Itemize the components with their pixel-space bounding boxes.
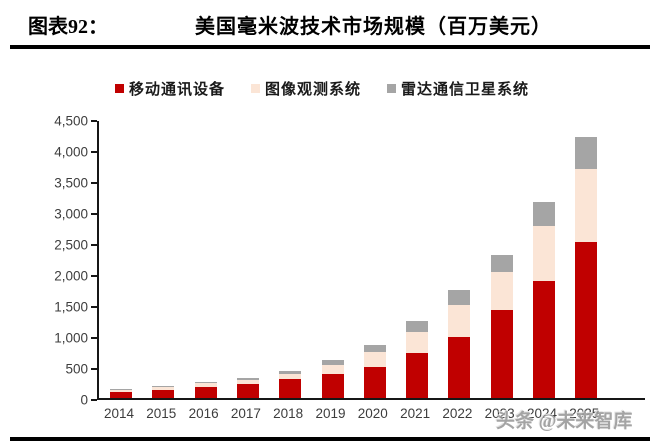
bar-segment-2018 bbox=[279, 379, 302, 398]
x-axis-tick-label: 2016 bbox=[188, 406, 219, 421]
y-axis-tick-label: 1,500 bbox=[54, 299, 88, 315]
chart-legend: 移动通讯设备 图像观测系统 雷达通信卫星系统 bbox=[115, 78, 529, 98]
legend-label: 移动通讯设备 bbox=[129, 81, 226, 98]
bar-segment-2019 bbox=[321, 360, 344, 365]
bar-segment-2015 bbox=[152, 386, 175, 388]
y-axis-tick bbox=[91, 182, 97, 184]
y-axis-tick bbox=[91, 151, 97, 153]
y-axis-tick bbox=[91, 120, 97, 122]
bar-segment-2023 bbox=[490, 271, 513, 310]
x-axis-tick-label: 2025 bbox=[569, 406, 600, 421]
y-axis-tick-label: 2,000 bbox=[54, 268, 88, 284]
bar-segment-2024 bbox=[533, 202, 555, 227]
bar-segment-2022 bbox=[448, 290, 471, 305]
y-axis-tick-label: 4,500 bbox=[54, 113, 88, 129]
bar-segment-2022 bbox=[448, 336, 471, 398]
legend-item: 雷达通信卫星系统 bbox=[387, 78, 529, 99]
bar-segment-2020 bbox=[363, 351, 386, 367]
bar-segment-2023 bbox=[490, 309, 513, 398]
bar-segment-2016 bbox=[194, 383, 217, 387]
legend-label: 图像观测系统 bbox=[265, 81, 362, 98]
y-axis-tick-label: 2,500 bbox=[54, 237, 88, 253]
figure-title: 美国毫米波技术市场规模（百万美元） bbox=[195, 16, 552, 38]
bar-segment-2018 bbox=[279, 373, 302, 380]
y-axis-tick bbox=[91, 399, 97, 401]
y-axis-tick bbox=[91, 244, 97, 246]
y-axis-tick-label: 0 bbox=[80, 392, 88, 408]
bar-segment-2020 bbox=[363, 367, 386, 398]
bar-segment-2017 bbox=[236, 377, 259, 381]
bar-segment-2025 bbox=[575, 168, 598, 243]
title-rule bbox=[10, 45, 650, 49]
y-axis-tick bbox=[91, 306, 97, 308]
bar-segment-2016 bbox=[194, 381, 217, 384]
y-axis-tick bbox=[91, 275, 97, 277]
bar-segment-2018 bbox=[279, 371, 302, 374]
x-axis-tick-label: 2017 bbox=[230, 406, 261, 421]
y-axis-tick-label: 1,000 bbox=[54, 330, 88, 346]
bar-segment-2021 bbox=[406, 331, 429, 353]
bar-segment-2020 bbox=[363, 344, 386, 352]
figure-label: 图表92： bbox=[28, 16, 108, 38]
legend-swatch-icon bbox=[251, 83, 261, 93]
bottom-rule bbox=[10, 437, 650, 441]
x-axis-tick-label: 2019 bbox=[315, 406, 346, 421]
y-axis-tick-label: 3,000 bbox=[54, 206, 88, 222]
bar-segment-2017 bbox=[236, 383, 259, 398]
legend-item: 图像观测系统 bbox=[251, 78, 361, 99]
x-axis-tick-label: 2015 bbox=[146, 406, 177, 421]
bar-segment-2022 bbox=[448, 305, 471, 337]
bar-segment-2016 bbox=[194, 386, 217, 398]
bar-segment-2019 bbox=[321, 373, 344, 398]
bar-segment-2014 bbox=[110, 389, 132, 391]
bar-segment-2024 bbox=[533, 226, 555, 281]
plot-area bbox=[91, 120, 645, 401]
bar-segment-2023 bbox=[490, 255, 513, 272]
bar-segment-2019 bbox=[321, 364, 344, 374]
legend-item: 移动通讯设备 bbox=[115, 78, 225, 99]
x-axis-tick-label: 2018 bbox=[273, 406, 304, 421]
bar-segment-2017 bbox=[236, 380, 259, 384]
x-axis-tick-label: 2024 bbox=[526, 406, 558, 421]
bar-segment-2015 bbox=[152, 387, 175, 390]
bar-segment-2014 bbox=[110, 390, 132, 392]
legend-swatch-icon bbox=[115, 83, 124, 93]
y-axis-tick bbox=[91, 337, 97, 339]
bar-segment-2021 bbox=[406, 352, 429, 398]
y-axis-tick bbox=[91, 368, 97, 370]
bar-segment-2014 bbox=[110, 391, 132, 398]
bar-segment-2015 bbox=[152, 389, 175, 398]
y-axis-tick-label: 3,500 bbox=[54, 175, 88, 191]
x-axis-tick-label: 2020 bbox=[357, 406, 388, 421]
legend-label: 雷达通信卫星系统 bbox=[401, 81, 530, 98]
y-axis-tick-label: 500 bbox=[65, 361, 88, 377]
y-axis-tick bbox=[91, 213, 97, 215]
bar-segment-2021 bbox=[406, 321, 429, 332]
x-axis-tick-label: 2021 bbox=[400, 406, 431, 421]
x-axis-tick-label: 2023 bbox=[484, 406, 515, 421]
bar-segment-2024 bbox=[533, 280, 555, 398]
x-axis-tick-label: 2022 bbox=[442, 406, 473, 421]
y-axis-tick-label: 4,000 bbox=[54, 144, 88, 160]
bar-segment-2025 bbox=[575, 242, 598, 398]
x-axis-tick-label: 2014 bbox=[103, 406, 135, 421]
legend-swatch-icon bbox=[387, 83, 397, 93]
bar-segment-2025 bbox=[575, 136, 598, 169]
